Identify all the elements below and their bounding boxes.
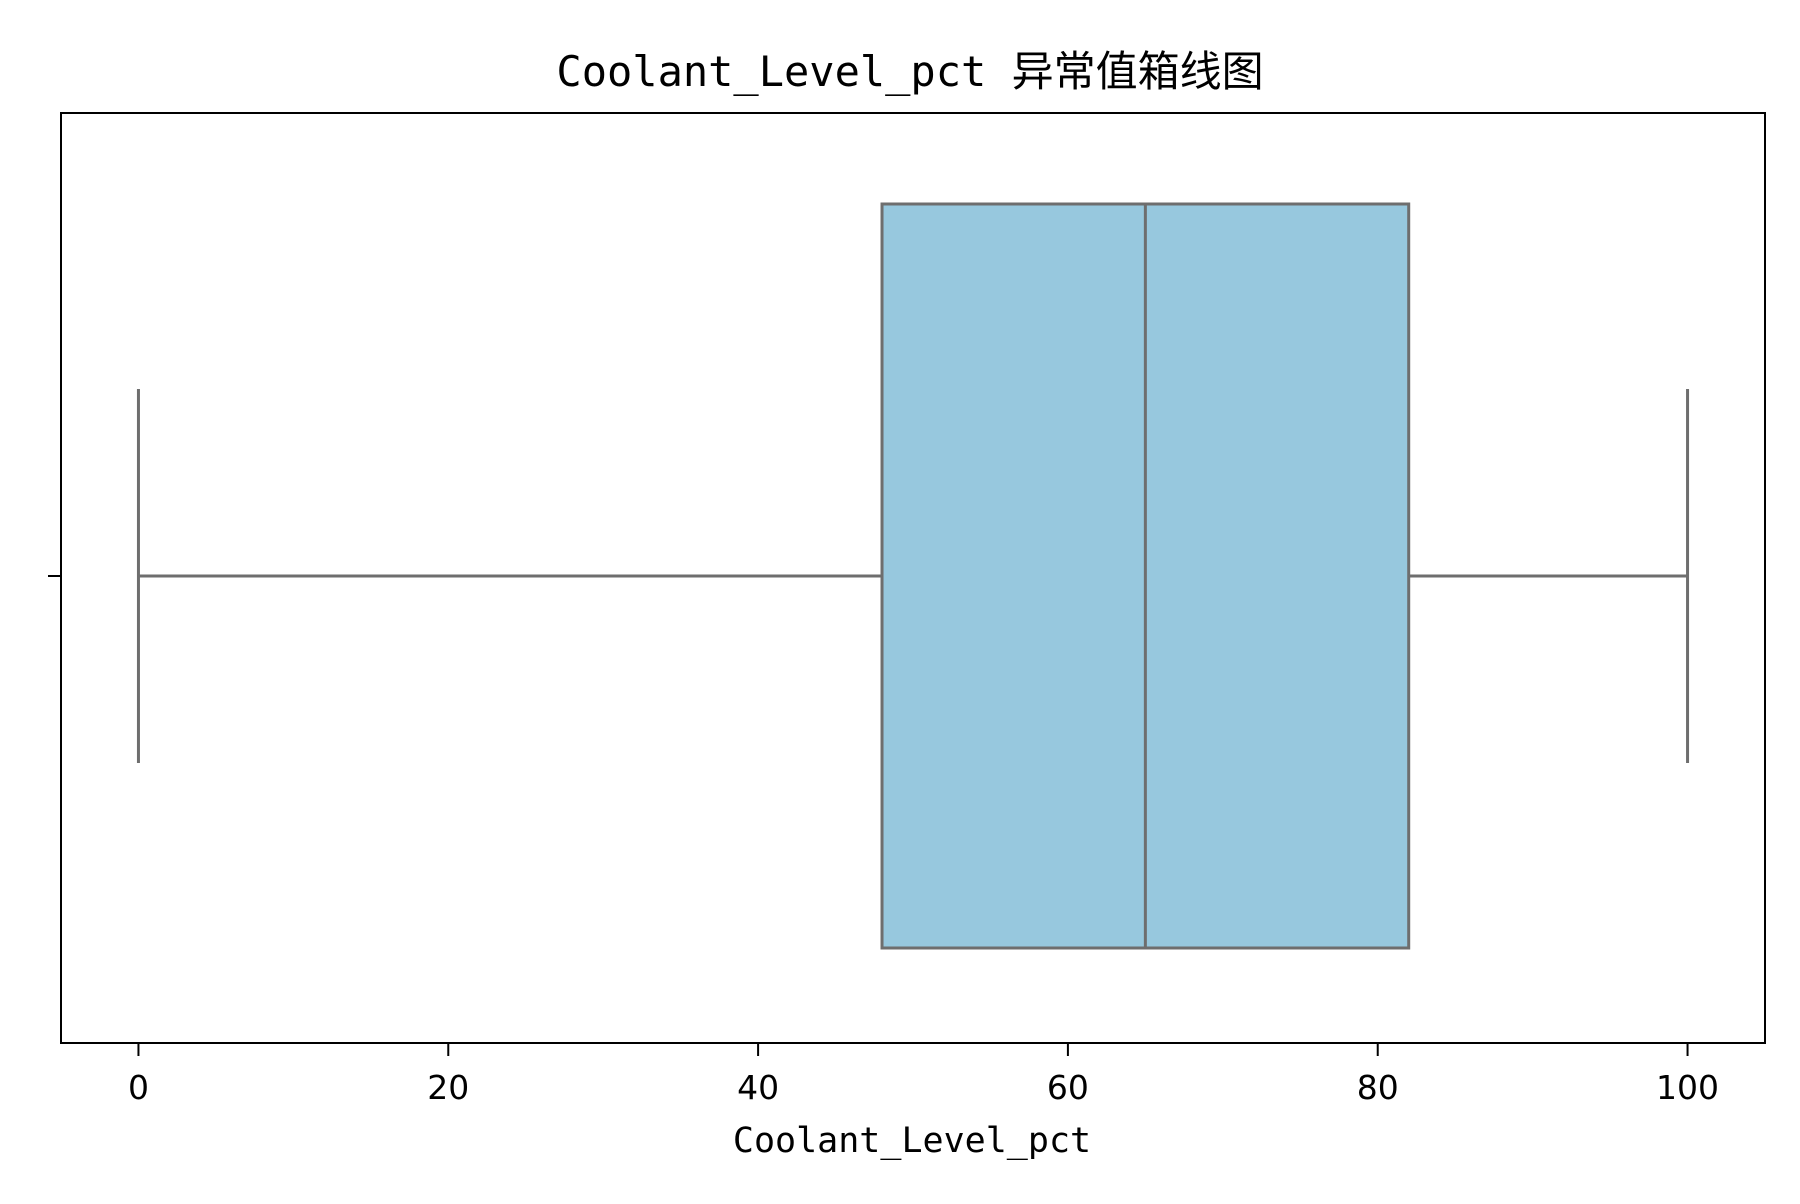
x-tick-label: 60: [1047, 1068, 1089, 1107]
x-tick-label: 0: [128, 1068, 149, 1107]
chart-title: Coolant_Level_pct 异常值箱线图: [556, 47, 1263, 96]
plot-area-frame: [60, 112, 1766, 1044]
box-plot: [136, 202, 1690, 950]
x-tick-label: 20: [427, 1068, 469, 1107]
x-tick-label: 80: [1357, 1068, 1399, 1107]
x-tick-label: 100: [1656, 1068, 1719, 1107]
x-axis-ticks: 0 20 40 60 80 100: [128, 1043, 1719, 1107]
x-axis-label: Coolant_Level_pct: [733, 1121, 1091, 1161]
x-tick-label: 40: [737, 1068, 779, 1107]
